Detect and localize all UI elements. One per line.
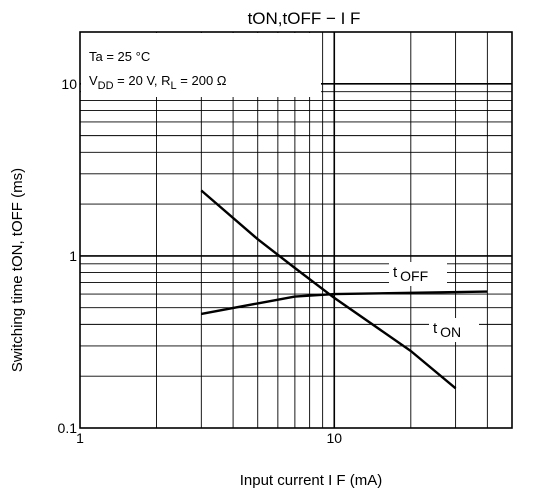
series-line-ton [200, 189, 457, 390]
conditions-text-ta: Ta = 25 °C [89, 49, 150, 64]
y-tick-label: 0.1 [58, 420, 78, 436]
y-axis-label: Switching time tON, tOFF (ms) [9, 168, 26, 372]
series-line-toff [201, 290, 488, 316]
series-label-bg-toff [389, 262, 447, 286]
x-tick-label: 1 [76, 430, 84, 446]
x-axis-label: Input current I F (mA) [240, 472, 383, 489]
series-label-toff: t OFF [393, 264, 428, 284]
y-tick-label: 10 [61, 76, 77, 92]
plot-frame [79, 31, 513, 429]
chart-title: tON,tOFF − I F [248, 9, 361, 28]
grid [80, 32, 512, 428]
series-lines [200, 189, 488, 390]
x-tick-label: 10 [326, 430, 342, 446]
conditions-box [81, 33, 321, 97]
conditions-text-vdd-rl: VDD = 20 V, RL = 200 Ω [89, 73, 227, 92]
series-label-bg-ton [429, 318, 479, 342]
series-labels: t OFF t ON [389, 262, 479, 342]
y-tick-label: 1 [69, 248, 77, 264]
series-label-ton: t ON [433, 320, 461, 340]
